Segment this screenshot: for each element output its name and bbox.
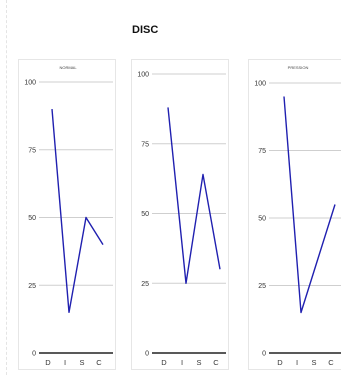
- chart-3-y-tick-75: 75: [258, 148, 266, 155]
- chart-panel-2: 0 25 50 75 100 D I S C: [131, 59, 229, 370]
- chart-3-x-label-C: C: [328, 358, 334, 367]
- chart-3-y-tick-100: 100: [254, 81, 266, 88]
- chart-1-y-tick-100: 100: [24, 80, 36, 87]
- chart-1-y-tick-25: 25: [28, 283, 36, 290]
- chart-1-y-tick-75: 75: [28, 147, 36, 154]
- chart-3-y-tick-0: 0: [262, 351, 266, 358]
- chart-1-svg: NORMAL 0 25 50 75 100 D I S C: [24, 65, 113, 367]
- chart-2-y-tick-75: 75: [141, 141, 149, 148]
- page-margin-guide: [6, 0, 7, 375]
- chart-2-series-line: [167, 107, 221, 284]
- chart-2-x-label-D: D: [161, 358, 167, 367]
- chart-2-y-tick-25: 25: [141, 281, 149, 288]
- chart-1-x-label-S: S: [79, 358, 84, 367]
- chart-3-x-label-D: D: [277, 358, 283, 367]
- chart-1-y-tick-50: 50: [28, 215, 36, 222]
- chart-1-x-label-D: D: [45, 358, 51, 367]
- chart-1-y-tick-0: 0: [32, 351, 36, 358]
- chart-1-x-label-C: C: [96, 358, 102, 367]
- chart-2-y-tick-0: 0: [145, 351, 149, 358]
- chart-3-x-label-S: S: [311, 358, 316, 367]
- chart-2-y-tick-100: 100: [137, 72, 149, 79]
- chart-1-title: NORMAL: [59, 65, 77, 70]
- chart-2-x-label-S: S: [196, 358, 201, 367]
- chart-3-y-tick-25: 25: [258, 283, 266, 290]
- chart-3-title: PRESSION: [288, 65, 309, 70]
- chart-3-svg: PRESSION 0 25 50 75 100 D I S C: [254, 65, 341, 367]
- chart-3-y-tick-50: 50: [258, 216, 266, 223]
- chart-2-x-label-C: C: [213, 358, 219, 367]
- page-title: DISC: [132, 24, 159, 36]
- chart-3-series-line: [283, 96, 336, 314]
- chart-1-series-line: [51, 109, 104, 314]
- chart-1-x-label-I: I: [64, 358, 66, 367]
- chart-2-x-label-I: I: [181, 358, 183, 367]
- chart-panel-3: PRESSION 0 25 50 75 100 D I S C: [248, 59, 341, 370]
- chart-3-x-label-I: I: [296, 358, 298, 367]
- chart-2-svg: 0 25 50 75 100 D I S C: [137, 72, 226, 367]
- chart-panel-1: NORMAL 0 25 50 75 100 D I S C: [18, 59, 116, 370]
- chart-2-y-tick-50: 50: [141, 211, 149, 218]
